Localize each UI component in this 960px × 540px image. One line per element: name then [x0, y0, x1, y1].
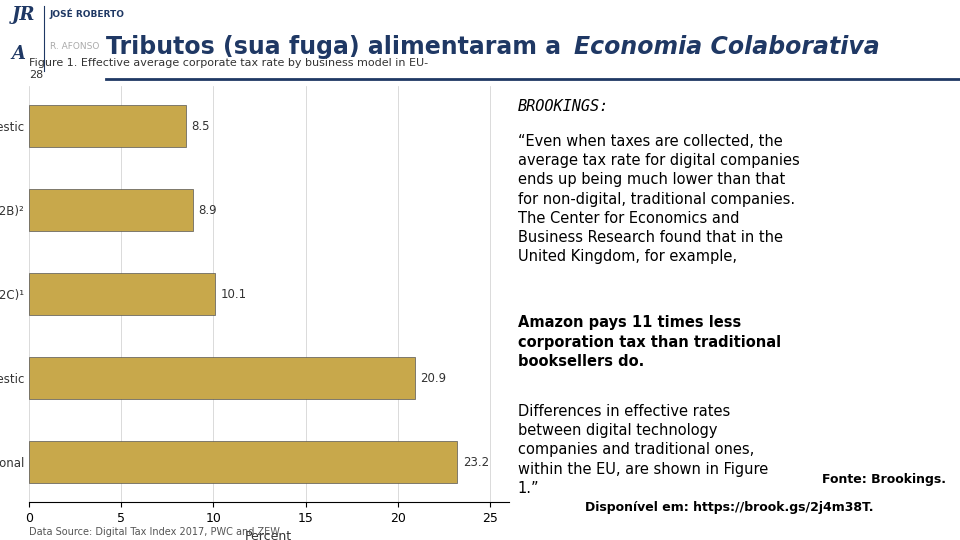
Text: 8.5: 8.5	[191, 120, 210, 133]
Text: “Even when taxes are collected, the
average tax rate for digital companies
ends : “Even when taxes are collected, the aver…	[517, 134, 800, 264]
Bar	[29, 190, 193, 231]
Text: Tributos (sua fuga) alimentaram a: Tributos (sua fuga) alimentaram a	[106, 35, 569, 59]
Text: 10.1: 10.1	[221, 288, 247, 301]
Text: Economia Colaborativa: Economia Colaborativa	[574, 35, 879, 59]
Text: Figure 1. Effective average corporate tax rate by business model in EU-
28: Figure 1. Effective average corporate ta…	[29, 58, 428, 80]
X-axis label: Percent: Percent	[245, 530, 293, 540]
Text: JR: JR	[12, 6, 35, 24]
Text: Data Source: Digital Tax Index 2017, PWC and ZEW: Data Source: Digital Tax Index 2017, PWC…	[29, 526, 279, 537]
Text: BROOKINGS:: BROOKINGS:	[517, 99, 609, 114]
Text: R. AFONSO: R. AFONSO	[50, 42, 99, 51]
Text: 23.2: 23.2	[463, 456, 489, 469]
Bar	[29, 105, 185, 147]
Bar	[29, 441, 457, 483]
Text: 20.9: 20.9	[420, 372, 446, 385]
Bar	[29, 273, 215, 315]
Text: JOSÉ ROBERTO: JOSÉ ROBERTO	[50, 8, 125, 18]
Text: Differences in effective rates
between digital technology
companies and traditio: Differences in effective rates between d…	[517, 404, 768, 496]
Text: Fonte: Brookings.: Fonte: Brookings.	[822, 473, 946, 486]
Text: Amazon pays 11 times less
corporation tax than traditional
booksellers do.: Amazon pays 11 times less corporation ta…	[517, 315, 780, 369]
Bar	[29, 357, 415, 399]
Text: Disponível em: https://brook.gs/2j4m38T.: Disponível em: https://brook.gs/2j4m38T.	[586, 501, 874, 514]
Text: A: A	[12, 45, 26, 63]
Text: 8.9: 8.9	[199, 204, 217, 217]
